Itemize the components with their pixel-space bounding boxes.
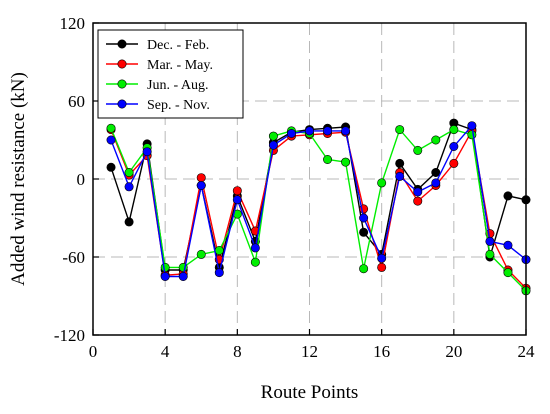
y-tick-label: -60 <box>62 248 85 267</box>
legend-marker <box>117 99 127 109</box>
legend-item: Sep. - Nov. <box>106 98 210 113</box>
x-tick-label: 4 <box>161 342 170 361</box>
data-point <box>142 147 152 157</box>
y-tick-label: 60 <box>68 92 85 111</box>
legend-marker <box>117 59 127 69</box>
data-point <box>467 121 477 131</box>
data-point <box>178 271 188 281</box>
legend-label: Jun. - Aug. <box>147 78 208 93</box>
data-point <box>124 168 134 178</box>
data-point <box>286 129 296 139</box>
data-point <box>106 162 116 172</box>
data-point <box>431 178 441 188</box>
data-point <box>268 140 278 150</box>
data-point <box>232 186 242 196</box>
data-point <box>124 217 134 227</box>
x-tick-label: 20 <box>445 342 462 361</box>
x-tick-label: 0 <box>89 342 98 361</box>
series-line <box>110 128 527 289</box>
data-point <box>431 135 441 145</box>
axis-ticks: 0 4 8 12 16 20 24 -120 -60 0 60 120 <box>54 14 535 361</box>
data-point <box>395 125 405 135</box>
series-1 <box>106 118 531 275</box>
data-point <box>160 262 170 272</box>
legend-item: Mar. - May. <box>106 58 213 73</box>
x-tick-label: 16 <box>373 342 390 361</box>
data-point <box>485 236 495 246</box>
data-point <box>503 191 513 201</box>
legend-item: Jun. - Aug. <box>106 78 208 93</box>
y-tick-label: 0 <box>77 170 86 189</box>
data-point <box>106 123 116 133</box>
data-point <box>268 131 278 141</box>
data-point <box>232 195 242 205</box>
data-point <box>359 227 369 237</box>
data-point <box>413 145 423 155</box>
y-axis-label: Added wind resistance (kN) <box>8 72 29 286</box>
data-point <box>431 168 441 178</box>
data-point <box>250 257 260 267</box>
data-point <box>377 253 387 263</box>
data-point <box>413 196 423 206</box>
legend-marker <box>117 39 127 49</box>
legend-label: Sep. - Nov. <box>147 98 210 113</box>
data-point <box>377 262 387 272</box>
series-layer <box>106 118 531 296</box>
data-point <box>359 264 369 274</box>
data-point <box>449 125 459 135</box>
legend-label: Mar. - May. <box>147 58 213 73</box>
data-point <box>503 268 513 278</box>
data-point <box>323 155 333 165</box>
x-tick-label: 8 <box>233 342 242 361</box>
series-line <box>110 128 527 292</box>
data-point <box>196 181 206 191</box>
x-tick-label: 24 <box>518 342 536 361</box>
legend-label: Dec. - Feb. <box>147 38 209 53</box>
data-point <box>341 157 351 167</box>
data-point <box>341 126 351 136</box>
data-point <box>106 135 116 145</box>
data-point <box>377 178 387 188</box>
legend-item: Dec. - Feb. <box>106 38 209 53</box>
y-tick-label: 120 <box>60 14 86 33</box>
legend-marker <box>117 79 127 89</box>
data-point <box>395 158 405 168</box>
data-point <box>124 182 134 192</box>
data-point <box>160 271 170 281</box>
data-point <box>503 240 513 250</box>
data-point <box>196 173 206 183</box>
data-point <box>449 142 459 152</box>
data-point <box>485 249 495 259</box>
data-point <box>359 213 369 223</box>
data-point <box>323 126 333 136</box>
series-4 <box>106 121 531 281</box>
data-point <box>449 158 459 168</box>
x-tick-label: 12 <box>301 342 318 361</box>
data-point <box>467 130 477 140</box>
x-axis-label: Route Points <box>261 382 359 403</box>
data-point <box>214 268 224 278</box>
series-line <box>110 124 527 278</box>
data-point <box>250 243 260 253</box>
data-point <box>413 187 423 197</box>
data-point <box>196 249 206 259</box>
legend: Dec. - Feb. Mar. - May. Jun. - Aug. Sep. - … <box>97 29 244 119</box>
y-tick-label: -120 <box>54 326 85 345</box>
data-point <box>304 126 314 136</box>
data-point <box>395 171 405 181</box>
data-point <box>214 246 224 256</box>
